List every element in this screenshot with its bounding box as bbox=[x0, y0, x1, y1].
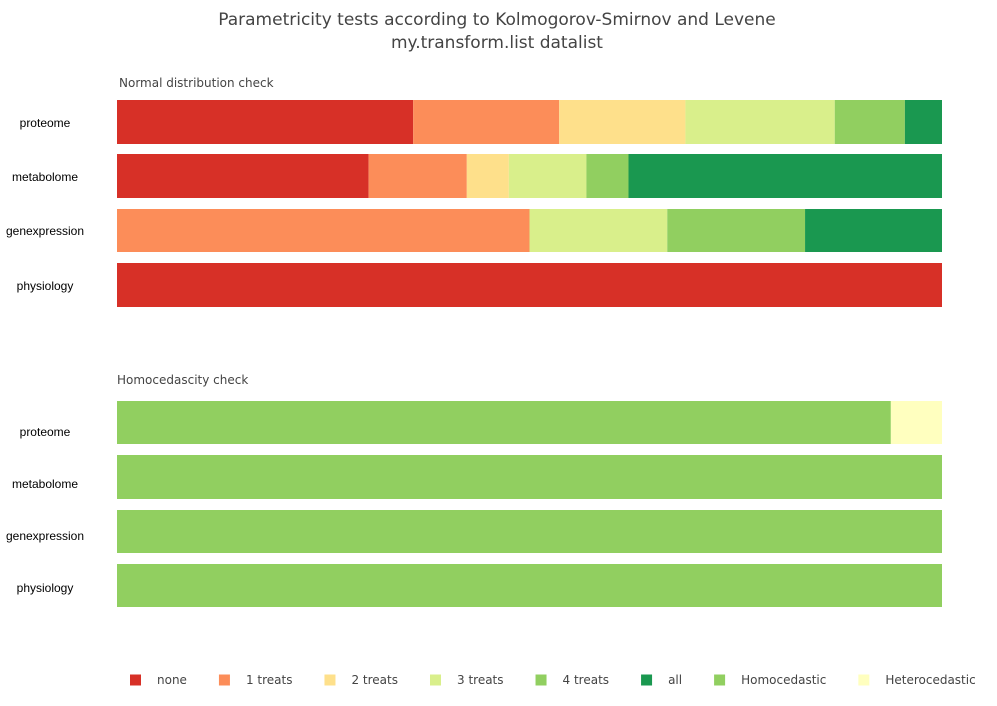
bar-segment bbox=[834, 100, 905, 144]
chart-panels: Normal distribution check proteome metabol… bbox=[6, 76, 942, 607]
category-label: metabolome bbox=[12, 477, 78, 491]
legend-item: Heterocedastic bbox=[858, 673, 976, 687]
legend-label: all bbox=[668, 673, 682, 687]
chart-legend: none 1 treats 2 treats 3 treats 4 treats all H… bbox=[130, 673, 976, 687]
panel-title: Homocedascity check bbox=[117, 373, 248, 387]
legend-label: Heterocedastic bbox=[885, 673, 975, 687]
bar-segment bbox=[667, 209, 806, 252]
legend-label: 1 treats bbox=[246, 673, 293, 687]
chart-title-line2: my.transform.list datalist bbox=[391, 33, 603, 53]
bar-segment bbox=[529, 209, 668, 252]
legend-swatch bbox=[714, 674, 726, 686]
legend-item: 1 treats bbox=[218, 673, 293, 687]
legend-item: all bbox=[641, 673, 682, 687]
category-label: metabolome bbox=[12, 170, 78, 184]
legend-label: Homocedastic bbox=[741, 673, 826, 687]
panel-2: Homocedascity check proteome metabolome gen… bbox=[6, 373, 942, 607]
legend-item: 3 treats bbox=[430, 673, 504, 687]
category-label: proteome bbox=[20, 116, 71, 130]
bar-segment bbox=[904, 100, 942, 144]
legend-item: 2 treats bbox=[324, 673, 398, 687]
legend-swatch bbox=[858, 674, 870, 686]
category-label: proteome bbox=[20, 425, 71, 439]
legend-label: 4 treats bbox=[563, 673, 610, 687]
bar-segment bbox=[117, 510, 942, 553]
panel-1: Normal distribution check proteome metabol… bbox=[6, 76, 942, 307]
bar-segment bbox=[117, 154, 369, 198]
legend-swatch bbox=[430, 674, 441, 686]
bar-segment bbox=[628, 154, 942, 198]
legend-label: none bbox=[157, 673, 187, 687]
legend-label: 3 treats bbox=[457, 673, 504, 687]
chart-title-line1: Parametricity tests according to Kolmogo… bbox=[218, 10, 775, 30]
bar-segment bbox=[117, 263, 942, 307]
bar-segment bbox=[586, 154, 629, 198]
bar-segment bbox=[466, 154, 509, 198]
legend-item: none bbox=[130, 673, 187, 687]
category-label: physiology bbox=[17, 279, 74, 293]
bar-segment bbox=[559, 100, 686, 144]
bar-segment bbox=[117, 401, 891, 444]
bar-segment bbox=[890, 401, 942, 444]
panel-title: Normal distribution check bbox=[119, 76, 274, 90]
category-label: genexpression bbox=[6, 224, 84, 238]
legend-swatch bbox=[218, 674, 230, 686]
category-label: physiology bbox=[17, 581, 74, 595]
category-label: genexpression bbox=[6, 529, 84, 543]
bar-segment bbox=[117, 209, 530, 252]
legend-item: Homocedastic bbox=[714, 673, 826, 687]
legend-swatch bbox=[324, 674, 336, 686]
bar-segment bbox=[117, 100, 414, 144]
bar-segment bbox=[805, 209, 942, 252]
legend-swatch bbox=[641, 674, 653, 686]
legend-item: 4 treats bbox=[535, 673, 610, 687]
bar-segment bbox=[117, 564, 942, 607]
legend-swatch bbox=[535, 674, 547, 686]
legend-label: 2 treats bbox=[351, 673, 398, 687]
bar-segment bbox=[117, 455, 942, 499]
bar-segment bbox=[413, 100, 560, 144]
legend-swatch bbox=[130, 674, 141, 686]
bar-segment bbox=[368, 154, 467, 198]
bar-segment bbox=[685, 100, 835, 144]
bar-segment bbox=[508, 154, 587, 198]
